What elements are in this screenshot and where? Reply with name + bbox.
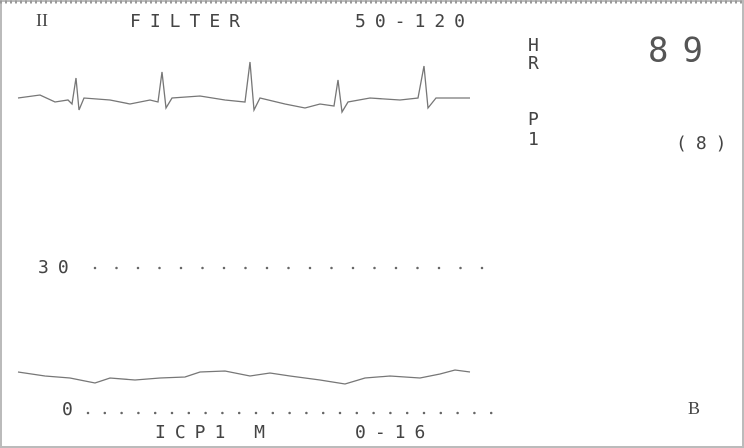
range-label: 50-120 [355, 11, 474, 32]
channel-label: ICP1 M [155, 422, 274, 443]
hr-label: R [528, 53, 539, 74]
p1-label: P [528, 109, 539, 130]
scale-upper: 30 [38, 257, 78, 278]
monitor-screen: II FILTER 50-120 H R 89 P 1 (8) 30 0 ICP… [0, 0, 744, 448]
scale-lower: 0 [62, 399, 73, 420]
channel-range: 0-16 [355, 422, 434, 443]
p1-value: (8) [676, 133, 736, 154]
marker-label: B [688, 398, 700, 418]
p1-label: 1 [528, 129, 539, 150]
lead-label: II [36, 10, 48, 30]
mode-label: FILTER [130, 11, 249, 32]
screen-frame [1, 1, 743, 447]
hr-value: 89 [648, 31, 717, 71]
